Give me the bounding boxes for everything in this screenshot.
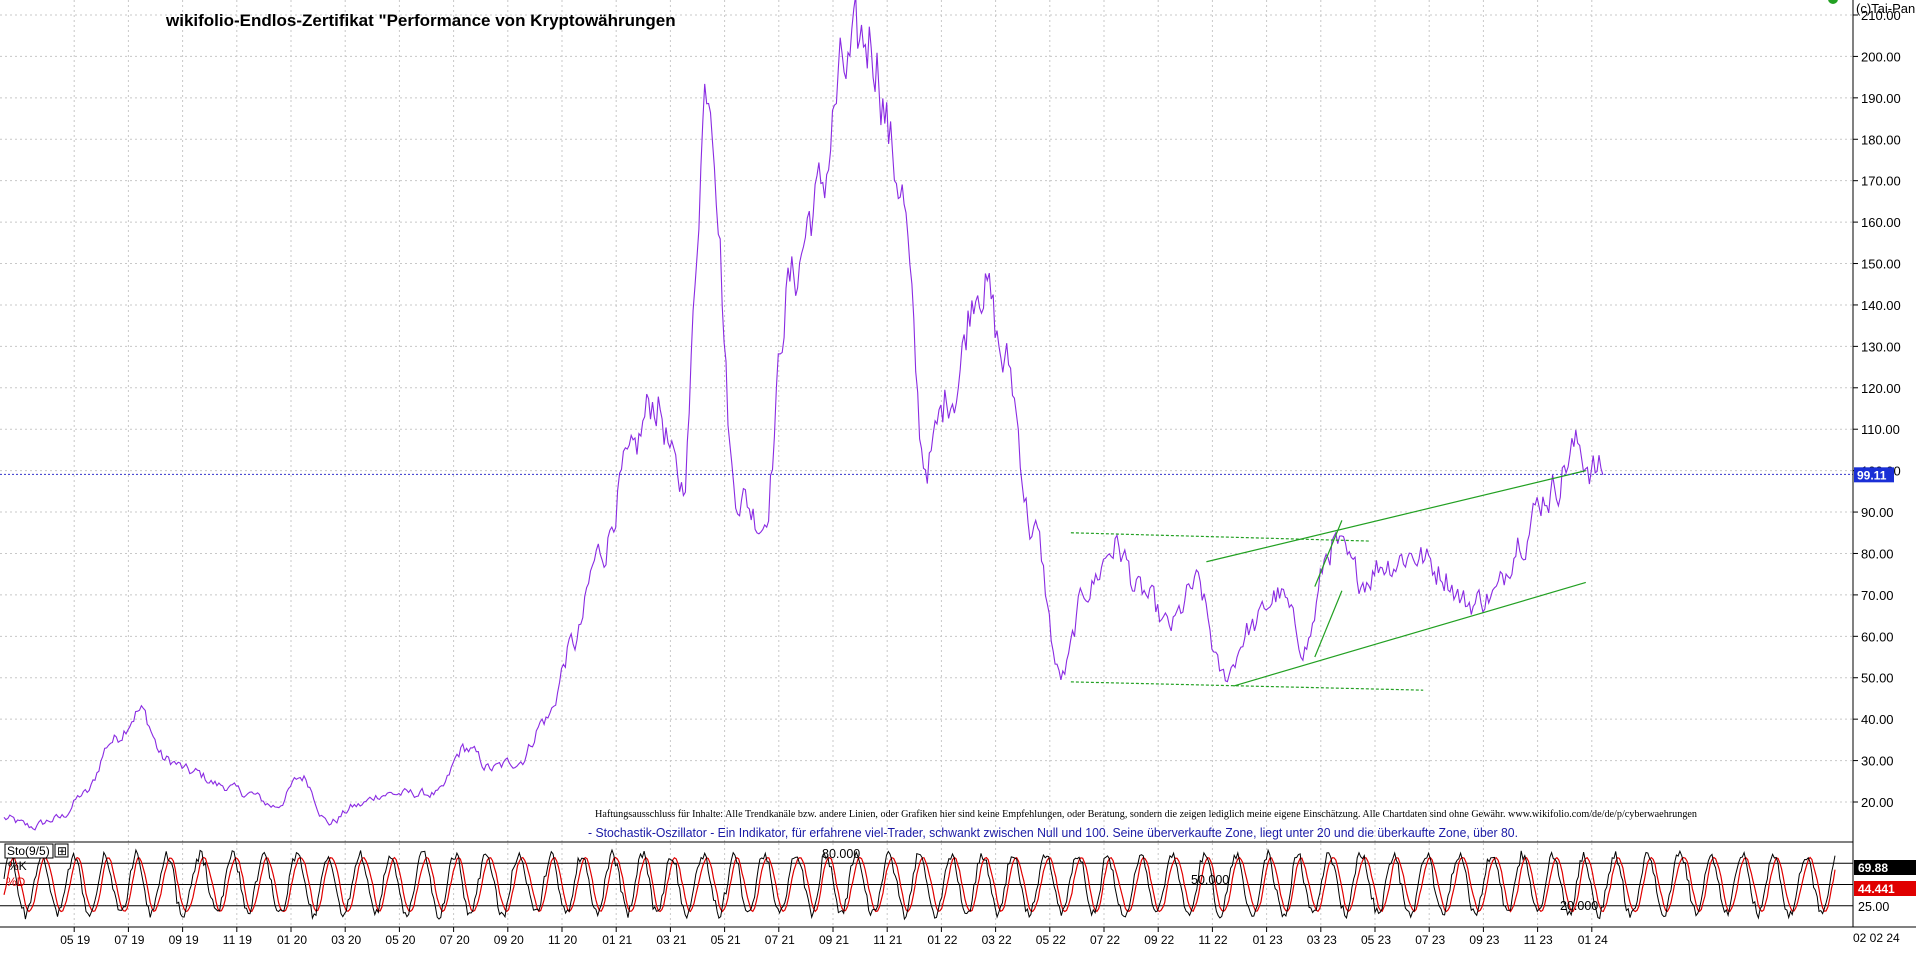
x-tick-label: 03 23 (1307, 933, 1337, 947)
price-series-line (3, 0, 1604, 831)
y-tick-label: 50.00 (1861, 671, 1894, 686)
y-tick-label: 180.00 (1861, 132, 1901, 147)
y-tick-label: 90.00 (1861, 505, 1894, 520)
x-tick-label: 11 23 (1524, 933, 1553, 947)
k-value-label: 69.88 (1858, 861, 1888, 875)
x-tick-label: 01 22 (927, 933, 957, 947)
trend-line (1206, 470, 1586, 563)
y-tick-label: 20.00 (1861, 795, 1894, 810)
y-tick-label: 120.00 (1861, 381, 1901, 396)
level-label-50: 50.000 (1191, 873, 1229, 887)
x-tick-label: 03 22 (982, 933, 1012, 947)
d-value-badge (1854, 881, 1916, 896)
y-tick-label: 210.00 (1861, 8, 1901, 23)
y-tick-label: 190.00 (1861, 91, 1901, 106)
y-tick-label: 80.00 (1861, 546, 1894, 561)
trend-line (1314, 520, 1343, 587)
x-axis-ticks: 05 19 07 19 09 19 11 19 01 20 03 20 05 20 07 20… (60, 927, 1608, 947)
x-tick-label: 11 21 (873, 933, 902, 947)
main-grid (0, 0, 1853, 842)
chart-title: wikifolio-Endlos-Zertifikat "Performance… (165, 11, 676, 30)
status-dot-icon (1828, 0, 1838, 4)
y-tick-label: 110.00 (1861, 422, 1900, 437)
trend-line (1070, 681, 1424, 691)
k-label: %K (8, 859, 27, 873)
stochastic-k-line (3, 848, 1836, 921)
indicator-label: Sto(9/5) (7, 844, 50, 858)
price-layer (3, 0, 1604, 831)
last-date-label: 02 02 24 (1853, 931, 1900, 945)
x-tick-label: 05 21 (711, 933, 741, 947)
x-tick-label: 03 21 (656, 933, 686, 947)
x-tick-label: 09 21 (819, 933, 849, 947)
y-axis-ticks: 20.00 30.00 40.00 50.00 60.00 70.00 80.00 90.00… (1853, 8, 1901, 810)
level-label-80: 80.000 (822, 847, 860, 861)
x-tick-label: 05 22 (1036, 933, 1066, 947)
x-tick-label: 11 20 (548, 933, 577, 947)
current-value-label: 99.11 (1857, 468, 1887, 482)
x-tick-label: 09 19 (169, 933, 199, 947)
x-tick-label: 09 20 (494, 933, 524, 947)
stochastic-series (3, 848, 1836, 921)
y-tick-label: 140.00 (1861, 298, 1901, 313)
x-tick-label: 09 22 (1144, 933, 1174, 947)
y-tick-label: 170.00 (1861, 174, 1901, 189)
y-tick-label: 70.00 (1861, 588, 1894, 603)
y-tick-label: 40.00 (1861, 712, 1894, 727)
level-label-20: 20.000 (1560, 899, 1598, 913)
stochastic-d-line (3, 856, 1836, 913)
disclaimer-text: Haftungsausschluss für Inhalte: Alle Tre… (595, 809, 1698, 820)
x-tick-label: 11 19 (223, 933, 252, 947)
x-tick-label: 07 23 (1415, 933, 1445, 947)
x-tick-label: 07 22 (1090, 933, 1120, 947)
y-tick-label: 200.00 (1861, 49, 1901, 64)
x-tick-label: 09 23 (1469, 933, 1499, 947)
y-tick-label: 30.00 (1861, 754, 1894, 769)
x-tick-label: 01 24 (1578, 933, 1608, 947)
plus-icon: ⊞ (57, 844, 67, 858)
stochastic-legend: Sto(9/5) ⊞ %K %D (4, 843, 69, 889)
indicator-label-box[interactable] (4, 843, 54, 859)
x-tick-label: 07 19 (114, 933, 144, 947)
x-tick-label: 03 20 (331, 933, 361, 947)
x-tick-label: 01 21 (602, 933, 632, 947)
indicator-expand-button[interactable] (54, 843, 69, 858)
trend-line (1314, 590, 1343, 658)
y-tick-label: 150.00 (1861, 257, 1901, 272)
y-tick-label: 160.00 (1861, 215, 1901, 230)
k-value-badge (1854, 860, 1916, 875)
x-tick-label: 01 23 (1253, 933, 1283, 947)
y-tick-label: 130.00 (1861, 339, 1901, 354)
trend-lines (1070, 470, 1586, 691)
indicator-description: - Stochastik-Oszillator - Ein Indikator,… (588, 825, 1518, 840)
x-tick-label: 05 23 (1361, 933, 1391, 947)
y-tick-label: 60.00 (1861, 629, 1894, 644)
x-tick-label: 07 20 (440, 933, 470, 947)
x-tick-label: 05 19 (60, 933, 90, 947)
x-tick-label: 11 22 (1198, 933, 1227, 947)
x-tick-label: 01 20 (277, 933, 307, 947)
credit-label: (c)Tai-Pan (1856, 1, 1915, 16)
x-tick-label: 07 21 (765, 933, 795, 947)
d-value-label: 44.441 (1858, 882, 1895, 896)
trend-line (1233, 581, 1586, 687)
d-label: %D (6, 875, 26, 889)
x-tick-label: 05 20 (385, 933, 415, 947)
current-value-badge: 99.11 (1854, 467, 1894, 483)
mid-value-label: 25.00 (1858, 900, 1889, 914)
